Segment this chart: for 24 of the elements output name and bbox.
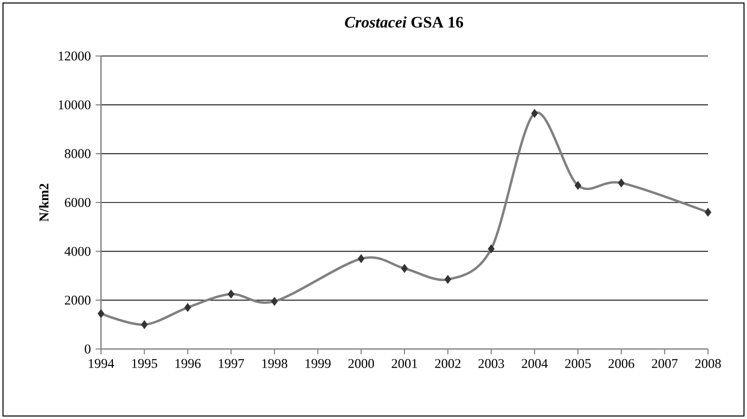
x-tick-label: 1996 (176, 359, 201, 368)
x-tick-label: 1999 (306, 359, 331, 368)
x-tick-label: 2003 (478, 359, 504, 368)
x-tick-label: 2008 (695, 359, 721, 368)
y-tick-label: 2000 (64, 296, 90, 305)
x-tick-label: 1997 (218, 359, 244, 368)
y-tick-label: 8000 (64, 149, 90, 158)
y-axis-title: N/km2 (39, 184, 48, 222)
y-tick-label: 4000 (64, 246, 90, 256)
x-tick-label: 2005 (565, 359, 591, 368)
y-tick-label: 0 (84, 344, 90, 354)
x-tick-label: 1995 (132, 359, 158, 368)
x-tick-label: 2002 (435, 359, 460, 368)
x-tick-label: 2004 (522, 359, 548, 368)
x-tick-label: 2001 (392, 359, 418, 368)
chart-title: Crostacei GSA 16 (344, 16, 464, 28)
x-tick-label: 1994 (88, 359, 114, 368)
x-tick-label: 1998 (262, 359, 288, 368)
y-tick-label: 10000 (58, 100, 90, 110)
x-tick-label: 2000 (348, 359, 374, 368)
y-tick-label: 12000 (58, 52, 90, 60)
x-tick-label: 2007 (652, 359, 678, 368)
y-tick-label: 6000 (64, 198, 90, 207)
x-tick-label: 2006 (608, 359, 634, 368)
